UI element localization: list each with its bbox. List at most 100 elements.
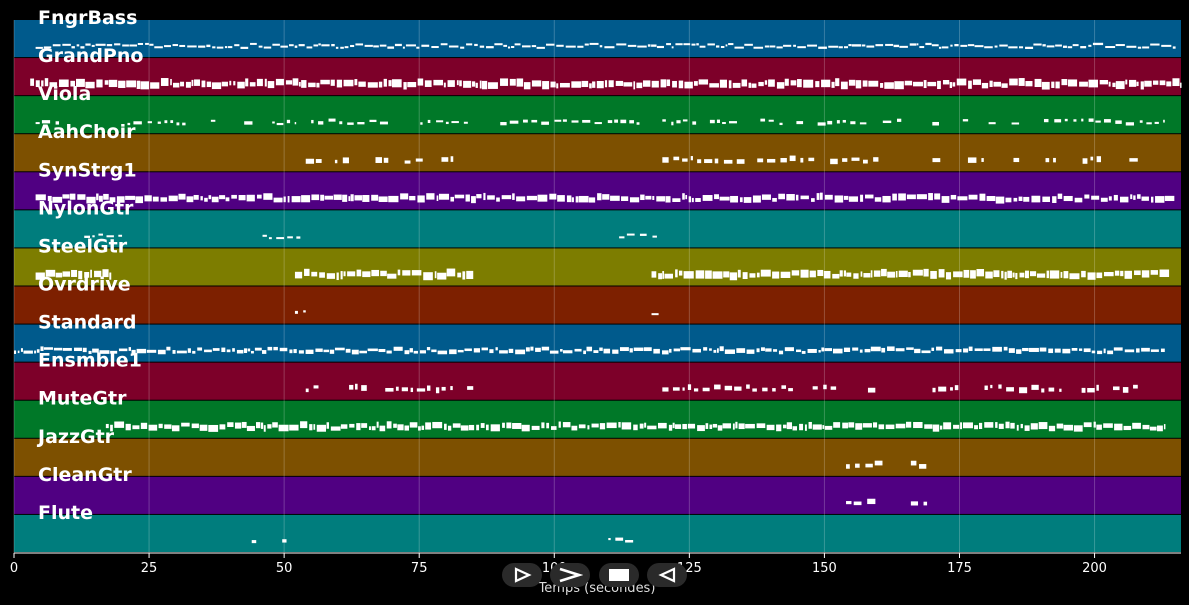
note xyxy=(426,193,435,200)
note xyxy=(40,346,44,351)
note xyxy=(1124,349,1135,353)
note xyxy=(804,424,807,431)
grid-layer xyxy=(13,20,1096,553)
note xyxy=(1160,348,1165,353)
note xyxy=(1163,424,1166,430)
note xyxy=(17,350,20,354)
note xyxy=(1125,79,1128,85)
note xyxy=(298,44,305,47)
note xyxy=(536,46,545,49)
note xyxy=(481,80,488,90)
note xyxy=(962,119,969,122)
note xyxy=(35,122,40,125)
note xyxy=(687,423,696,429)
fast-forward-button[interactable] xyxy=(550,563,590,587)
note xyxy=(368,426,371,431)
note xyxy=(1005,197,1012,203)
note xyxy=(118,80,126,88)
note xyxy=(354,195,362,201)
note xyxy=(1018,46,1024,49)
note xyxy=(128,347,132,351)
note xyxy=(1023,196,1030,202)
note xyxy=(995,422,998,428)
note xyxy=(292,78,299,86)
note xyxy=(110,350,118,354)
note xyxy=(895,271,898,278)
note xyxy=(724,349,735,354)
note xyxy=(1103,119,1111,123)
track-lane-grandpno xyxy=(14,58,1181,96)
note xyxy=(361,385,367,391)
note xyxy=(523,119,528,123)
note xyxy=(1134,270,1141,276)
note xyxy=(326,273,335,279)
note xyxy=(697,159,702,164)
note xyxy=(1137,194,1141,199)
note xyxy=(542,81,550,90)
note xyxy=(164,424,172,429)
note xyxy=(421,425,425,430)
note xyxy=(1108,81,1111,87)
note xyxy=(645,195,652,200)
note xyxy=(1013,157,1020,163)
note xyxy=(279,347,288,352)
note xyxy=(43,46,52,49)
note xyxy=(276,237,285,240)
note xyxy=(323,349,330,353)
note xyxy=(452,423,461,428)
note xyxy=(85,81,95,89)
note xyxy=(460,46,465,49)
note xyxy=(621,196,629,202)
note xyxy=(193,194,199,200)
note xyxy=(1113,386,1120,391)
note xyxy=(662,271,665,279)
note xyxy=(431,349,437,353)
note xyxy=(386,421,392,429)
note xyxy=(500,122,507,126)
x-tick-label-175: 175 xyxy=(947,561,972,576)
note xyxy=(508,348,514,353)
note xyxy=(995,196,1005,204)
note xyxy=(881,268,887,277)
note xyxy=(656,45,664,49)
note xyxy=(668,424,673,431)
note xyxy=(1018,78,1025,86)
track-label-flute: Flute xyxy=(38,502,93,524)
note xyxy=(989,80,993,87)
note xyxy=(664,273,674,279)
note xyxy=(864,194,874,199)
note xyxy=(69,193,76,200)
note xyxy=(1095,120,1101,123)
note xyxy=(912,269,923,276)
rewind-button[interactable] xyxy=(647,563,687,587)
note xyxy=(126,80,137,88)
note xyxy=(336,79,343,88)
note xyxy=(1008,46,1018,49)
stop-button[interactable] xyxy=(599,563,639,587)
note xyxy=(960,44,968,47)
track-lane-steelgtr xyxy=(14,248,1181,286)
note xyxy=(859,349,863,353)
note xyxy=(639,233,647,236)
note xyxy=(152,196,159,202)
note xyxy=(607,120,613,124)
note xyxy=(824,425,833,430)
note xyxy=(499,350,508,354)
note xyxy=(930,270,937,279)
note xyxy=(760,347,765,351)
note xyxy=(913,421,923,429)
note xyxy=(1028,347,1039,352)
note xyxy=(1081,387,1086,393)
play-button[interactable] xyxy=(502,563,542,587)
note xyxy=(578,195,589,203)
note xyxy=(267,346,273,351)
note xyxy=(140,81,150,90)
note xyxy=(358,81,366,87)
note xyxy=(355,383,358,390)
note xyxy=(719,346,724,352)
note xyxy=(709,83,719,88)
note xyxy=(1042,44,1046,47)
note xyxy=(976,268,985,277)
note xyxy=(347,271,356,277)
note xyxy=(354,79,358,86)
